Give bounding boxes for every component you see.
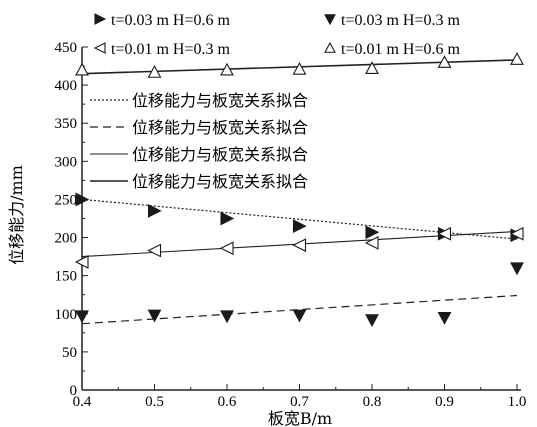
data-point-triangle-right-filled	[94, 13, 107, 25]
data-point-triangle-left-open	[93, 42, 106, 54]
data-point-triangle-left-open	[292, 238, 307, 253]
data-point-triangle-up-open	[510, 52, 524, 65]
data-point-triangle-up-open	[437, 55, 452, 68]
data-point-triangle-right-filled	[75, 192, 90, 207]
x-axis-label: 板宽B/m	[268, 409, 332, 427]
axes: 0 50 100 150 200 250 300 350 400 450 0.4 0.5 0.6 0.7 0…	[55, 40, 527, 410]
data-point-triangle-right-filled	[292, 219, 307, 234]
y-tick-label: 450	[55, 40, 78, 56]
x-tick-label: 0.9	[435, 394, 454, 410]
y-tick-label: 400	[55, 78, 78, 94]
fit-legend-label: 位移能力与板宽关系拟合	[132, 145, 308, 164]
data-point-triangle-left-open	[147, 243, 162, 258]
data-point-triangle-down-filled	[220, 310, 234, 324]
x-tick-label: 0.4	[73, 394, 92, 410]
legend-label: t=0.01 m H=0.3 m	[111, 41, 230, 58]
x-tick-label: 0.7	[290, 394, 309, 410]
legend-label: t=0.01 m H=0.6 m	[341, 41, 460, 58]
data-point-triangle-left-open	[219, 241, 234, 256]
y-tick-label: 0	[70, 383, 78, 399]
y-tick-label: 250	[55, 192, 78, 208]
data-point-triangle-right-filled	[365, 225, 380, 240]
data-point-triangle-down-filled	[510, 262, 524, 276]
data-point-triangle-up-open	[147, 64, 162, 78]
legend-label: t=0.03 m H=0.3 m	[341, 12, 460, 29]
data-point-triangle-up-open	[324, 41, 336, 53]
y-tick-label: 50	[62, 345, 77, 361]
data-point-triangle-right-filled	[147, 203, 162, 218]
x-tick-label: 0.8	[363, 394, 382, 410]
data-point-triangle-up-open	[75, 62, 89, 76]
data-point-triangle-down-filled	[365, 314, 379, 328]
fit-legend: 位移能力与板宽关系拟合位移能力与板宽关系拟合位移能力与板宽关系拟合位移能力与板宽…	[90, 91, 308, 191]
y-tick-label: 200	[55, 231, 78, 247]
data-point-triangle-down-filled	[292, 309, 307, 323]
data-point-triangle-up-open	[365, 61, 379, 74]
y-tick-label: 350	[55, 116, 78, 132]
data-point-triangle-down-filled	[75, 310, 89, 324]
data-point-triangle-down-filled	[324, 14, 336, 26]
legend-label: t=0.03 m H=0.6 m	[111, 12, 230, 29]
x-tick-label: 0.6	[218, 394, 237, 410]
fit-line	[81, 198, 518, 240]
fit-legend-label: 位移能力与板宽关系拟合	[132, 118, 308, 137]
data-point-triangle-left-open	[509, 226, 524, 241]
data-point-triangle-left-open	[437, 226, 452, 241]
y-tick-label: 150	[55, 269, 78, 285]
data-point-triangle-up-open	[220, 62, 234, 76]
y-axis-label: 位移能力/mm	[7, 165, 26, 265]
data-markers	[74, 52, 525, 328]
fit-legend-label: 位移能力与板宽关系拟合	[132, 91, 308, 110]
legend: t=0.03 m H=0.6 m t=0.03 m H=0.3 m t=0.01 m…	[93, 12, 460, 58]
data-point-triangle-left-open	[364, 236, 379, 250]
x-tick-label: 1.0	[508, 394, 527, 410]
y-tick-label: 100	[55, 307, 78, 323]
fit-legend-label: 位移能力与板宽关系拟合	[132, 172, 308, 191]
data-point-triangle-left-open	[74, 255, 89, 269]
y-tick-label: 300	[55, 154, 78, 170]
x-tick-label: 0.5	[145, 394, 164, 410]
data-point-triangle-up-open	[292, 61, 307, 75]
data-point-triangle-right-filled	[220, 211, 235, 226]
data-point-triangle-down-filled	[147, 309, 162, 323]
data-point-triangle-down-filled	[437, 311, 452, 325]
